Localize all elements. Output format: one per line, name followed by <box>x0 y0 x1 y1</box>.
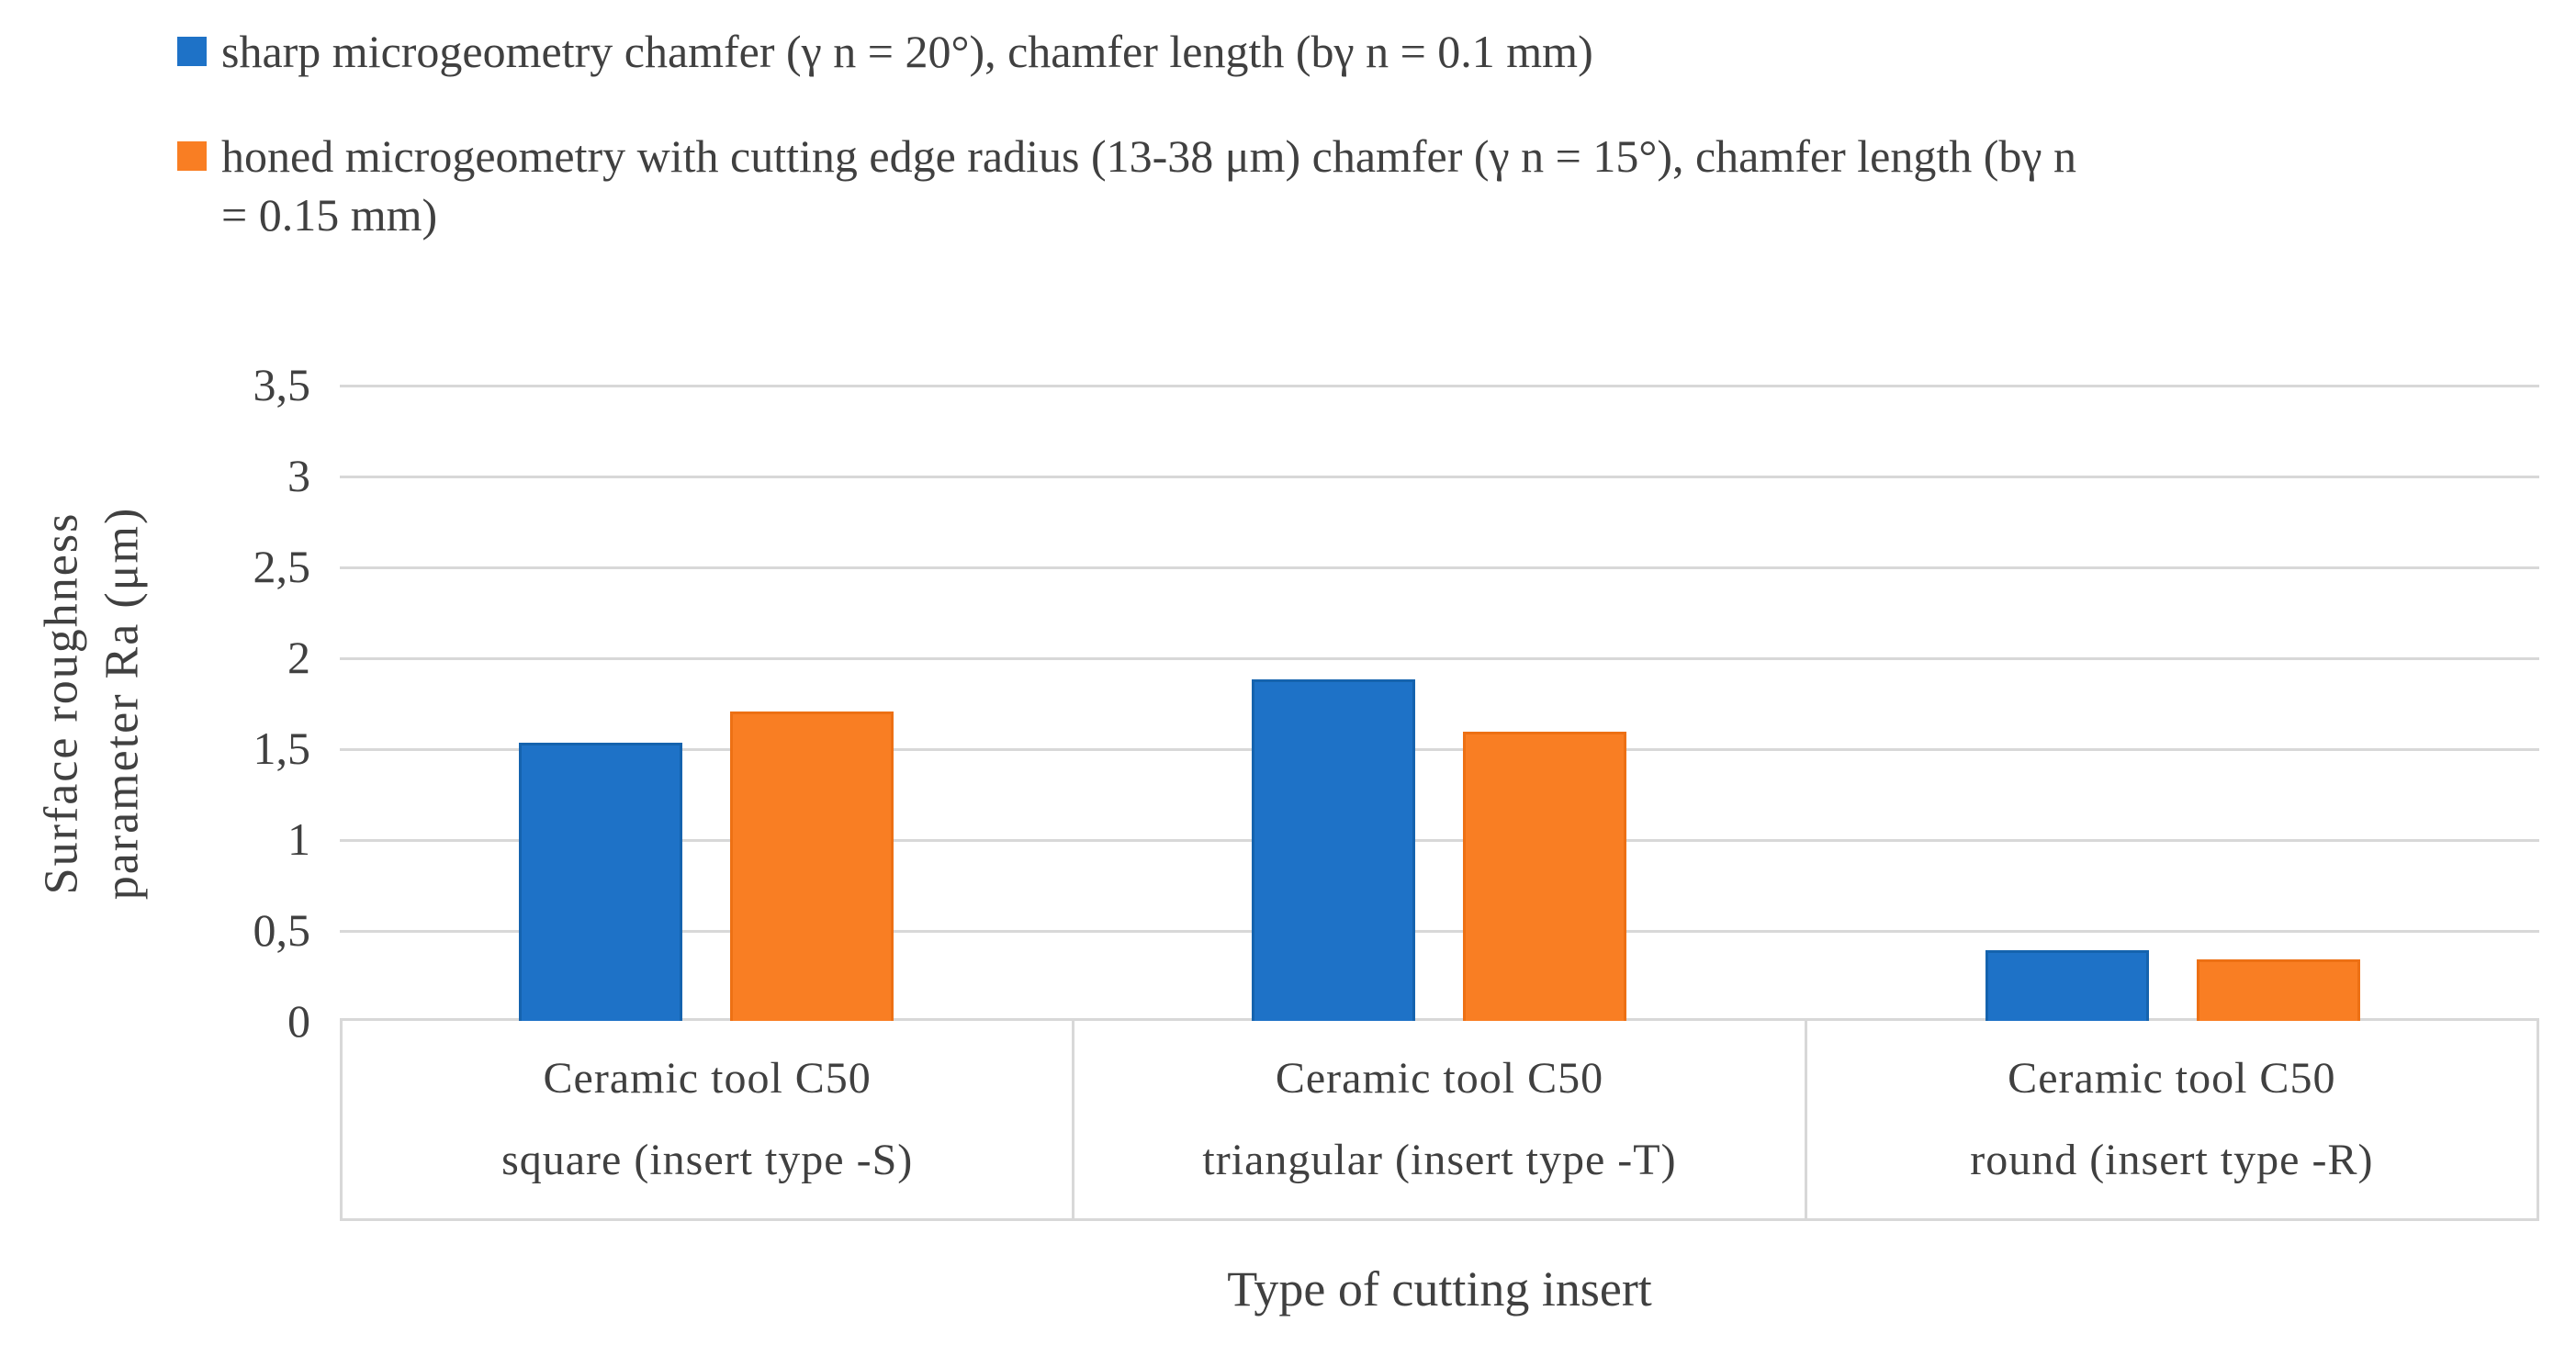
category-label-square: Ceramic tool C50 square (insert type -S) <box>343 1021 1075 1218</box>
category-label-line: Ceramic tool C50 <box>1275 1053 1604 1103</box>
bar-group-square <box>340 385 1073 1021</box>
category-label-line: square (insert type -S) <box>501 1136 914 1185</box>
legend-label-honed: honed microgeometry with cutting edge ra… <box>221 130 2076 241</box>
gridline <box>340 657 2539 660</box>
bar-honed-square <box>730 712 894 1021</box>
legend-item-sharp: sharp microgeometry chamfer (γ n = 20°),… <box>177 22 2542 81</box>
bar-group-round <box>1806 385 2539 1021</box>
x-axis-title: Type of cutting insert <box>1227 1261 1652 1317</box>
bar-honed-triangular <box>1463 732 1626 1021</box>
gridline <box>340 566 2539 569</box>
category-label-line: round (insert type -R) <box>1970 1136 2374 1185</box>
category-label-triangular: Ceramic tool C50 triangular (insert type … <box>1074 1021 1807 1218</box>
category-label-line: Ceramic tool C50 <box>2008 1053 2336 1103</box>
gridline <box>340 930 2539 933</box>
y-axis-tick-labels: 3,5 3 2,5 2 1,5 1 0,5 0 <box>0 359 323 1047</box>
y-tick-label: 0 <box>287 995 310 1047</box>
legend-item-honed: honed microgeometry with cutting edge ra… <box>177 127 2542 244</box>
legend-marker-sharp-icon <box>177 37 207 66</box>
gridline <box>340 385 2539 387</box>
bar-sharp-round <box>1985 950 2149 1021</box>
category-axis: Ceramic tool C50 square (insert type -S) C… <box>340 1021 2539 1221</box>
bar-sharp-triangular <box>1252 679 1415 1021</box>
category-label-line: triangular (insert type -T) <box>1202 1136 1677 1185</box>
y-tick-label: 1,5 <box>253 723 311 774</box>
y-tick-label: 2,5 <box>253 541 311 592</box>
bar-group-triangular <box>1073 385 1805 1021</box>
y-tick-label: 2 <box>287 632 310 683</box>
category-label-line: Ceramic tool C50 <box>543 1053 872 1103</box>
bar-sharp-square <box>519 743 682 1021</box>
y-tick-label: 3,5 <box>253 359 311 410</box>
category-label-round: Ceramic tool C50 round (insert type -R) <box>1807 1021 2537 1218</box>
legend: sharp microgeometry chamfer (γ n = 20°),… <box>177 22 2542 290</box>
y-tick-label: 1 <box>287 813 310 865</box>
gridline <box>340 748 2539 751</box>
gridline <box>340 476 2539 478</box>
legend-label-sharp: sharp microgeometry chamfer (γ n = 20°),… <box>221 26 1593 77</box>
gridline <box>340 839 2539 842</box>
bar-honed-round <box>2197 959 2360 1021</box>
y-tick-label: 3 <box>287 450 310 501</box>
plot-area <box>340 385 2539 1021</box>
x-axis-baseline <box>340 1018 2539 1021</box>
legend-marker-honed-icon <box>177 141 207 171</box>
y-tick-label: 0,5 <box>253 904 311 956</box>
